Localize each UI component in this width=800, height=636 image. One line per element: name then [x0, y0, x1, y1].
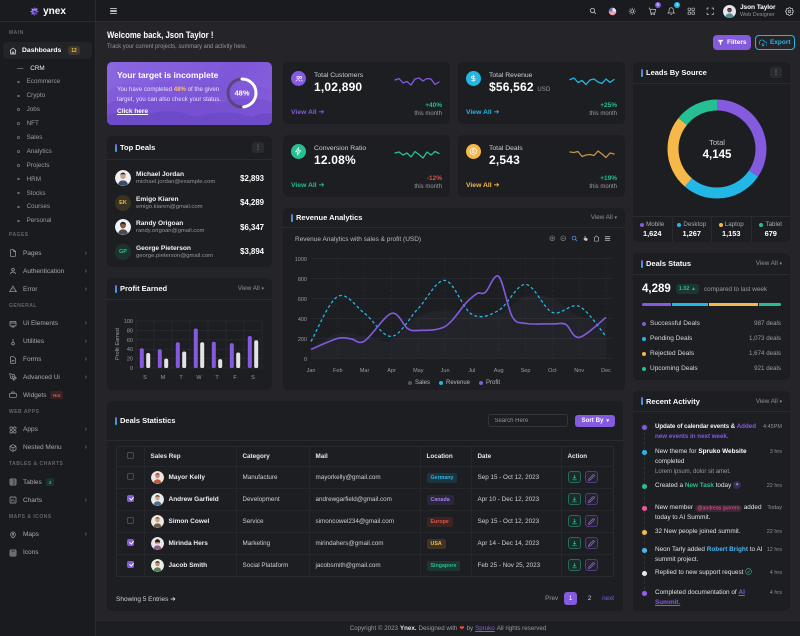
svg-text:Oct: Oct [548, 368, 557, 374]
svg-text:W: W [196, 375, 202, 381]
svg-text:F: F [233, 375, 237, 381]
svg-text:May: May [413, 368, 424, 374]
svg-text:Apr: Apr [387, 368, 396, 374]
svg-text:S: S [143, 375, 147, 381]
svg-text:800: 800 [298, 277, 307, 283]
svg-text:0: 0 [130, 366, 133, 372]
svg-text:Mar: Mar [360, 368, 370, 374]
svg-text:200: 200 [298, 337, 307, 343]
svg-text:20: 20 [127, 357, 133, 363]
svg-text:40: 40 [127, 347, 133, 353]
svg-text:Sep: Sep [521, 368, 531, 374]
svg-text:4,145: 4,145 [702, 149, 731, 161]
svg-text:48%: 48% [234, 89, 249, 98]
svg-text:100: 100 [124, 319, 133, 325]
svg-text:S: S [251, 375, 255, 381]
svg-text:Aug: Aug [494, 368, 504, 374]
svg-text:Jul: Jul [468, 368, 475, 374]
svg-text:Jun: Jun [441, 368, 450, 374]
svg-text:80: 80 [127, 328, 133, 334]
svg-text:Total: Total [709, 138, 725, 147]
svg-text:Dec: Dec [601, 368, 611, 374]
svg-text:T: T [215, 375, 219, 381]
svg-text:Jan: Jan [307, 368, 316, 374]
svg-text:Profit Earned: Profit Earned [115, 328, 121, 360]
svg-text:400: 400 [298, 317, 307, 323]
svg-text:60: 60 [127, 338, 133, 344]
svg-text:0: 0 [304, 357, 307, 363]
svg-text:M: M [161, 375, 166, 381]
svg-text:Nov: Nov [574, 368, 584, 374]
svg-text:T: T [179, 375, 183, 381]
svg-text:1000: 1000 [295, 257, 307, 263]
svg-text:Feb: Feb [333, 368, 342, 374]
svg-text:600: 600 [298, 297, 307, 303]
